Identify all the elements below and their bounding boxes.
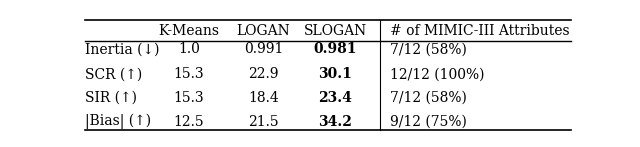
Text: Inertia (↓): Inertia (↓) <box>85 42 159 56</box>
Text: 15.3: 15.3 <box>174 91 204 105</box>
Text: |Bias| (↑): |Bias| (↑) <box>85 114 151 130</box>
Text: 9/12 (75%): 9/12 (75%) <box>390 115 467 129</box>
Text: 0.991: 0.991 <box>244 42 284 56</box>
Text: LOGAN: LOGAN <box>237 24 291 38</box>
Text: # of MIMIC-III Attributes: # of MIMIC-III Attributes <box>390 24 570 38</box>
Text: 15.3: 15.3 <box>174 67 204 81</box>
Text: 0.981: 0.981 <box>314 42 357 56</box>
Text: 22.9: 22.9 <box>248 67 279 81</box>
Text: 1.0: 1.0 <box>178 42 200 56</box>
Text: SCR (↑): SCR (↑) <box>85 67 142 81</box>
Text: 21.5: 21.5 <box>248 115 279 129</box>
Text: SLOGAN: SLOGAN <box>304 24 367 38</box>
Text: 12/12 (100%): 12/12 (100%) <box>390 67 484 81</box>
Text: 18.4: 18.4 <box>248 91 279 105</box>
Text: 23.4: 23.4 <box>319 91 353 105</box>
Text: 34.2: 34.2 <box>319 115 353 129</box>
Text: 30.1: 30.1 <box>319 67 353 81</box>
Text: K-Means: K-Means <box>159 24 220 38</box>
Text: SIR (↑): SIR (↑) <box>85 91 137 105</box>
Text: 7/12 (58%): 7/12 (58%) <box>390 91 467 105</box>
Text: 7/12 (58%): 7/12 (58%) <box>390 42 467 56</box>
Text: 12.5: 12.5 <box>174 115 204 129</box>
